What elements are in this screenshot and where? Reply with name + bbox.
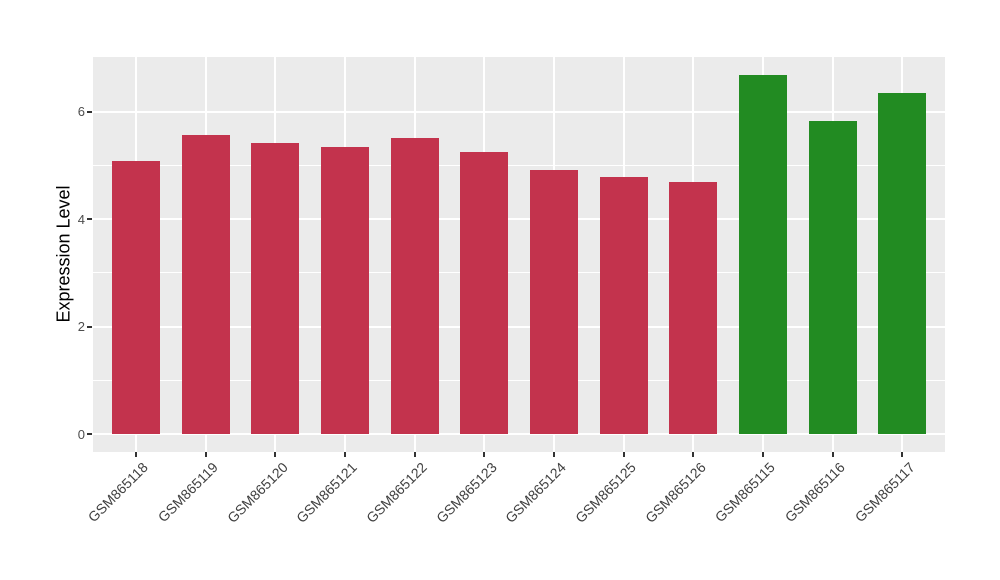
y-tick-label: 2 — [77, 319, 85, 335]
x-tick-label-GSM865123: GSM865123 — [432, 459, 500, 526]
x-tick-label-GSM865118: GSM865118 — [85, 459, 152, 526]
x-tick-mark — [483, 452, 486, 457]
bar-GSM865117 — [878, 93, 927, 434]
x-tick-label-GSM865115: GSM865115 — [712, 459, 779, 526]
x-tick-mark — [831, 452, 834, 457]
x-tick-label-GSM865117: GSM865117 — [851, 459, 918, 526]
bar-GSM865126 — [669, 181, 718, 434]
x-tick-label-GSM865122: GSM865122 — [363, 459, 430, 526]
minor-gridline — [93, 379, 945, 381]
y-axis-title: Expression Level — [53, 185, 74, 323]
bar-GSM865124 — [529, 169, 578, 434]
x-tick-label-GSM865126: GSM865126 — [641, 459, 709, 526]
x-tick-mark — [622, 452, 625, 457]
x-tick-mark — [135, 452, 137, 457]
bar-GSM865116 — [808, 120, 857, 434]
major-gridline — [93, 218, 945, 221]
major-gridline — [93, 433, 945, 435]
bar-GSM865118 — [112, 160, 160, 434]
plot-panel — [93, 57, 945, 452]
bar-GSM865121 — [320, 146, 369, 434]
y-tick-mark — [87, 325, 92, 328]
y-tick-mark — [87, 110, 92, 113]
x-tick-mark — [204, 452, 207, 457]
x-tick-label-GSM865121: GSM865121 — [293, 459, 361, 526]
y-tick-mark — [87, 218, 92, 221]
y-tick-label: 6 — [77, 104, 85, 120]
x-tick-mark — [343, 452, 346, 457]
x-tick-label-GSM865120: GSM865120 — [223, 459, 291, 526]
y-tick-mark — [87, 433, 92, 435]
x-tick-mark — [901, 452, 904, 457]
major-gridline — [93, 325, 945, 328]
x-tick-mark — [552, 452, 555, 457]
bar-GSM865120 — [251, 143, 300, 434]
bar-GSM865122 — [390, 138, 439, 434]
bar-GSM865115 — [738, 74, 787, 434]
major-gridline — [93, 110, 945, 113]
bar-GSM865123 — [460, 152, 509, 434]
x-tick-mark — [413, 452, 416, 457]
bar-GSM865125 — [599, 176, 648, 434]
x-tick-label-GSM865119: GSM865119 — [154, 459, 221, 526]
y-tick-label: 0 — [77, 426, 85, 442]
x-tick-label-GSM865125: GSM865125 — [571, 459, 639, 526]
minor-gridline — [93, 272, 945, 274]
x-tick-mark — [761, 452, 764, 457]
x-tick-label-GSM865116: GSM865116 — [781, 459, 848, 526]
x-tick-label-GSM865124: GSM865124 — [502, 459, 570, 526]
minor-gridline — [93, 165, 945, 167]
x-tick-mark — [692, 452, 695, 457]
bar-GSM865119 — [181, 134, 230, 434]
y-tick-label: 4 — [77, 211, 85, 227]
x-tick-mark — [274, 452, 277, 457]
